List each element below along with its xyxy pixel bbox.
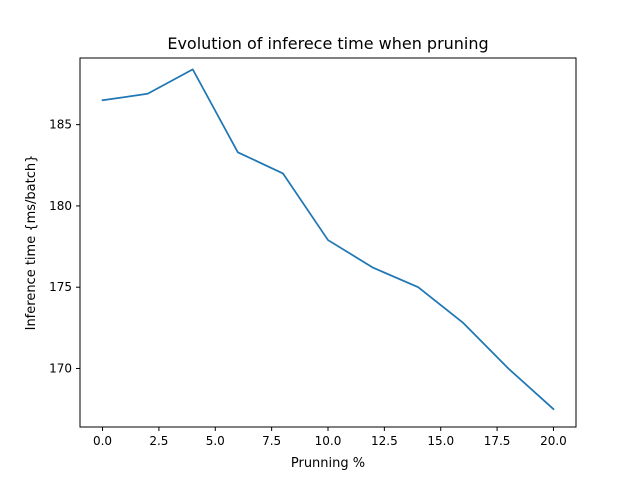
y-tick-label: 185 xyxy=(49,118,72,132)
y-tick-label: 170 xyxy=(49,361,72,375)
x-tick-label: 2.5 xyxy=(149,434,168,448)
x-tick-label: 5.0 xyxy=(206,434,225,448)
x-tick-label: 15.0 xyxy=(427,434,454,448)
y-axis-label: Inference time {ms/batch} xyxy=(24,155,39,331)
x-tick-label: 20.0 xyxy=(540,434,567,448)
x-axis-label: Prunning % xyxy=(291,456,365,471)
y-tick-label: 180 xyxy=(49,199,72,213)
x-tick-label: 10.0 xyxy=(315,434,342,448)
x-tick-label: 7.5 xyxy=(262,434,281,448)
series-line xyxy=(101,68,555,411)
x-tick-label: 0.0 xyxy=(93,434,112,448)
x-tick-label: 12.5 xyxy=(371,434,398,448)
x-axis: 0.0 2.5 5.0 7.5 10.0 12.5 15.0 17.5 20.0 xyxy=(93,427,567,448)
y-tick-label: 175 xyxy=(49,280,72,294)
series-layer xyxy=(101,68,555,411)
x-tick-label: 17.5 xyxy=(484,434,511,448)
chart-title: Evolution of inferece time when pruning xyxy=(167,34,488,53)
y-axis: 170 175 180 185 xyxy=(49,118,80,375)
